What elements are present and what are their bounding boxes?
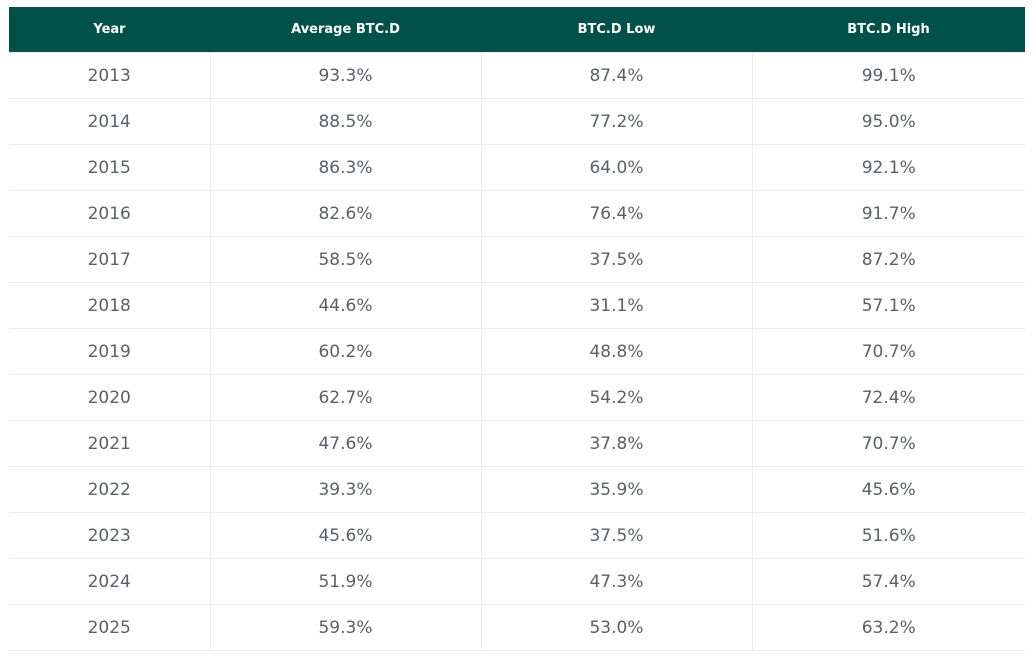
table-body: 2013 93.3% 87.4% 99.1% 2014 88.5% 77.2% 95.0% 20… bbox=[9, 52, 1025, 651]
year-cell: 2019 bbox=[9, 328, 211, 375]
table-row: 2015 86.3% 64.0% 92.1% bbox=[9, 144, 1025, 191]
table-row: 2025 59.3% 53.0% 63.2% bbox=[9, 604, 1025, 651]
value-cell: 37.8% bbox=[480, 420, 753, 467]
value-cell: 95.0% bbox=[751, 98, 1025, 145]
value-cell: 87.2% bbox=[751, 236, 1025, 283]
value-cell: 37.5% bbox=[480, 236, 753, 283]
value-cell: 76.4% bbox=[480, 190, 753, 237]
value-cell: 59.3% bbox=[209, 604, 482, 651]
value-cell: 70.7% bbox=[751, 420, 1025, 467]
year-cell: 2018 bbox=[9, 282, 211, 329]
year-cell: 2024 bbox=[9, 558, 211, 605]
value-cell: 45.6% bbox=[751, 466, 1025, 513]
year-cell: 2017 bbox=[9, 236, 211, 283]
value-cell: 47.3% bbox=[480, 558, 753, 605]
data-table: Year Average BTC.D BTC.D Low BTC.D High 201… bbox=[9, 7, 1025, 651]
value-cell: 57.4% bbox=[751, 558, 1025, 605]
value-cell: 99.1% bbox=[751, 52, 1025, 99]
table-row: 2020 62.7% 54.2% 72.4% bbox=[9, 374, 1025, 421]
value-cell: 57.1% bbox=[751, 282, 1025, 329]
year-cell: 2015 bbox=[9, 144, 211, 191]
value-cell: 39.3% bbox=[209, 466, 482, 513]
year-cell: 2016 bbox=[9, 190, 211, 237]
value-cell: 92.1% bbox=[751, 144, 1025, 191]
value-cell: 58.5% bbox=[209, 236, 482, 283]
value-cell: 91.7% bbox=[751, 190, 1025, 237]
value-cell: 64.0% bbox=[480, 144, 753, 191]
value-cell: 86.3% bbox=[209, 144, 482, 191]
header-cell: Year bbox=[9, 7, 210, 53]
year-cell: 2025 bbox=[9, 604, 211, 651]
value-cell: 82.6% bbox=[209, 190, 482, 237]
table-row: 2017 58.5% 37.5% 87.2% bbox=[9, 236, 1025, 283]
value-cell: 35.9% bbox=[480, 466, 753, 513]
table-row: 2014 88.5% 77.2% 95.0% bbox=[9, 98, 1025, 145]
table-container: Year Average BTC.D BTC.D Low BTC.D High 201… bbox=[9, 7, 1025, 651]
header-cell: Average BTC.D bbox=[210, 7, 481, 53]
value-cell: 63.2% bbox=[751, 604, 1025, 651]
value-cell: 44.6% bbox=[209, 282, 482, 329]
value-cell: 70.7% bbox=[751, 328, 1025, 375]
value-cell: 45.6% bbox=[209, 512, 482, 559]
value-cell: 51.9% bbox=[209, 558, 482, 605]
table-row: 2023 45.6% 37.5% 51.6% bbox=[9, 512, 1025, 559]
header-cell: BTC.D High bbox=[752, 7, 1025, 53]
table-row: 2019 60.2% 48.8% 70.7% bbox=[9, 328, 1025, 375]
year-cell: 2020 bbox=[9, 374, 211, 421]
value-cell: 51.6% bbox=[751, 512, 1025, 559]
table-row: 2016 82.6% 76.4% 91.7% bbox=[9, 190, 1025, 237]
table-row: 2021 47.6% 37.8% 70.7% bbox=[9, 420, 1025, 467]
value-cell: 54.2% bbox=[480, 374, 753, 421]
value-cell: 47.6% bbox=[209, 420, 482, 467]
year-cell: 2014 bbox=[9, 98, 211, 145]
value-cell: 37.5% bbox=[480, 512, 753, 559]
table-row: 2013 93.3% 87.4% 99.1% bbox=[9, 52, 1025, 99]
value-cell: 88.5% bbox=[209, 98, 482, 145]
value-cell: 53.0% bbox=[480, 604, 753, 651]
value-cell: 31.1% bbox=[480, 282, 753, 329]
year-cell: 2013 bbox=[9, 52, 211, 99]
value-cell: 62.7% bbox=[209, 374, 482, 421]
value-cell: 60.2% bbox=[209, 328, 482, 375]
year-cell: 2022 bbox=[9, 466, 211, 513]
year-cell: 2021 bbox=[9, 420, 211, 467]
header-cell: BTC.D Low bbox=[481, 7, 752, 53]
value-cell: 72.4% bbox=[751, 374, 1025, 421]
table-row: 2024 51.9% 47.3% 57.4% bbox=[9, 558, 1025, 605]
year-cell: 2023 bbox=[9, 512, 211, 559]
value-cell: 93.3% bbox=[209, 52, 482, 99]
table-row: 2022 39.3% 35.9% 45.6% bbox=[9, 466, 1025, 513]
header-row: Year Average BTC.D BTC.D Low BTC.D High bbox=[9, 7, 1025, 53]
table-row: 2018 44.6% 31.1% 57.1% bbox=[9, 282, 1025, 329]
value-cell: 48.8% bbox=[480, 328, 753, 375]
value-cell: 77.2% bbox=[480, 98, 753, 145]
value-cell: 87.4% bbox=[480, 52, 753, 99]
